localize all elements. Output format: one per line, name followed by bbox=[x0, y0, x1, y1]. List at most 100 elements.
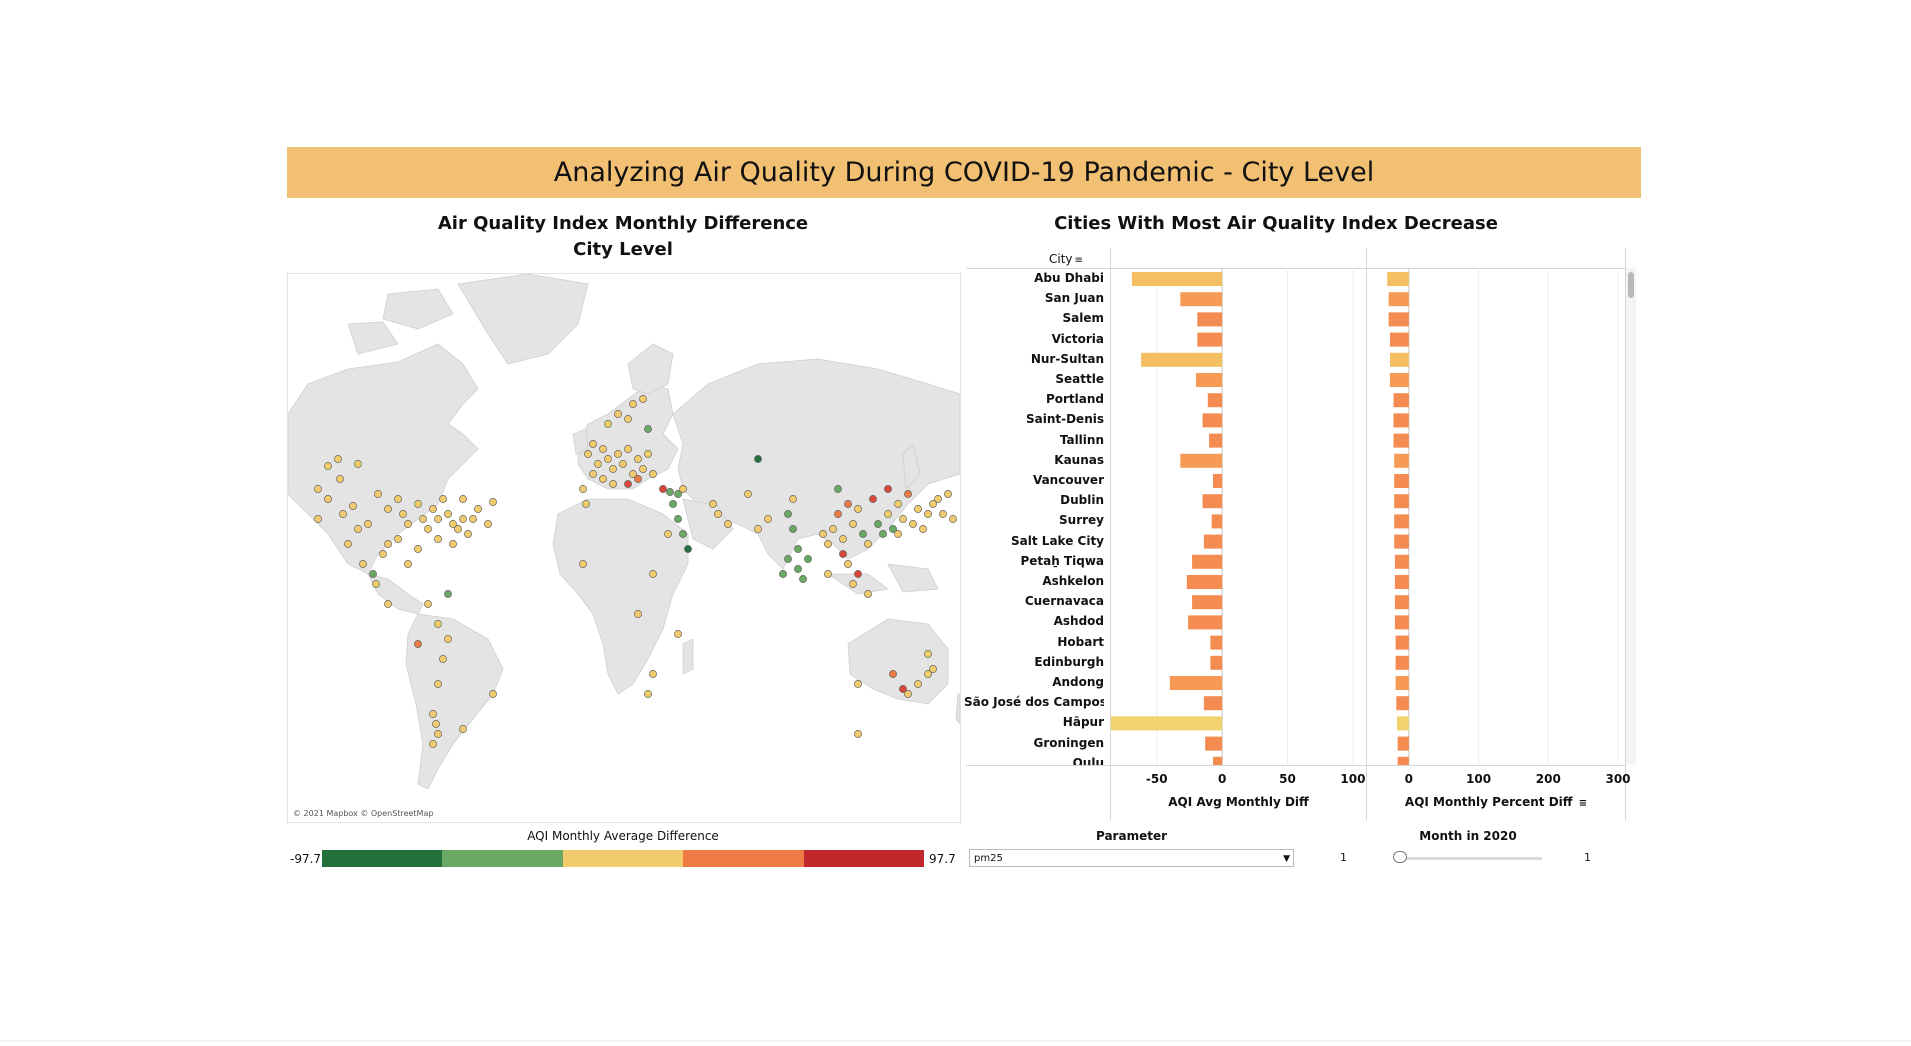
city-marker[interactable] bbox=[944, 490, 952, 498]
city-marker[interactable] bbox=[324, 495, 332, 503]
city-marker[interactable] bbox=[849, 520, 857, 528]
city-marker[interactable] bbox=[904, 690, 912, 698]
city-label[interactable]: Cuernavaca bbox=[1024, 594, 1104, 609]
city-marker[interactable] bbox=[804, 555, 812, 563]
city-marker[interactable] bbox=[349, 502, 357, 510]
city-marker[interactable] bbox=[929, 665, 937, 673]
city-marker[interactable] bbox=[459, 515, 467, 523]
city-marker[interactable] bbox=[639, 465, 647, 473]
city-marker[interactable] bbox=[634, 475, 642, 483]
city-marker[interactable] bbox=[754, 525, 762, 533]
bar[interactable] bbox=[1180, 453, 1223, 468]
city-marker[interactable] bbox=[834, 485, 842, 493]
city-label[interactable]: Portland bbox=[1045, 392, 1104, 407]
city-label[interactable]: Salem bbox=[1062, 311, 1105, 326]
city-marker[interactable] bbox=[444, 635, 452, 643]
bar[interactable] bbox=[1393, 393, 1409, 408]
bar[interactable] bbox=[1202, 494, 1223, 509]
city-marker[interactable] bbox=[714, 510, 722, 518]
city-marker[interactable] bbox=[929, 500, 937, 508]
bar[interactable] bbox=[1203, 696, 1223, 711]
city-marker[interactable] bbox=[379, 550, 387, 558]
bar[interactable] bbox=[1394, 554, 1409, 569]
city-marker[interactable] bbox=[614, 410, 622, 418]
city-marker[interactable] bbox=[439, 655, 447, 663]
bar[interactable] bbox=[1395, 655, 1409, 670]
city-marker[interactable] bbox=[879, 530, 887, 538]
city-marker[interactable] bbox=[829, 525, 837, 533]
city-marker[interactable] bbox=[899, 685, 907, 693]
bar[interactable] bbox=[1394, 575, 1409, 589]
city-marker[interactable] bbox=[404, 520, 412, 528]
city-label[interactable]: Oulu bbox=[1072, 755, 1104, 765]
city-marker[interactable] bbox=[924, 510, 932, 518]
city-marker[interactable] bbox=[384, 540, 392, 548]
bar[interactable] bbox=[1394, 615, 1409, 630]
bar[interactable] bbox=[1397, 736, 1409, 751]
city-marker[interactable] bbox=[314, 485, 322, 493]
city-label[interactable]: São José dos Campos bbox=[964, 695, 1104, 710]
bar[interactable] bbox=[1390, 332, 1409, 347]
city-marker[interactable] bbox=[914, 680, 922, 688]
city-marker[interactable] bbox=[374, 490, 382, 498]
bar[interactable] bbox=[1213, 756, 1223, 765]
city-marker[interactable] bbox=[444, 510, 452, 518]
city-marker[interactable] bbox=[434, 535, 442, 543]
city-marker[interactable] bbox=[594, 460, 602, 468]
city-marker[interactable] bbox=[364, 520, 372, 528]
month-slider-track[interactable] bbox=[1394, 857, 1542, 860]
city-marker[interactable] bbox=[674, 490, 682, 498]
city-marker[interactable] bbox=[404, 560, 412, 568]
city-marker[interactable] bbox=[589, 440, 597, 448]
city-marker[interactable] bbox=[779, 570, 787, 578]
bar[interactable] bbox=[1393, 413, 1409, 428]
city-marker[interactable] bbox=[414, 545, 422, 553]
city-marker[interactable] bbox=[372, 580, 380, 588]
bar[interactable] bbox=[1396, 696, 1409, 711]
city-marker[interactable] bbox=[344, 540, 352, 548]
city-marker[interactable] bbox=[354, 525, 362, 533]
city-marker[interactable] bbox=[649, 570, 657, 578]
city-marker[interactable] bbox=[434, 620, 442, 628]
city-marker[interactable] bbox=[414, 640, 422, 648]
bar[interactable] bbox=[1390, 352, 1409, 367]
city-marker[interactable] bbox=[924, 670, 932, 678]
bar[interactable] bbox=[1209, 433, 1223, 448]
city-marker[interactable] bbox=[629, 400, 637, 408]
city-marker[interactable] bbox=[709, 500, 717, 508]
bar[interactable] bbox=[1393, 433, 1409, 448]
city-marker[interactable] bbox=[834, 510, 842, 518]
city-marker[interactable] bbox=[639, 395, 647, 403]
world-map-canvas[interactable] bbox=[288, 274, 960, 822]
city-marker[interactable] bbox=[419, 515, 427, 523]
city-marker[interactable] bbox=[919, 525, 927, 533]
city-marker[interactable] bbox=[609, 465, 617, 473]
bar[interactable] bbox=[1141, 352, 1223, 367]
city-marker[interactable] bbox=[884, 485, 892, 493]
city-marker[interactable] bbox=[424, 525, 432, 533]
chevron-down-icon[interactable]: ▼ bbox=[1283, 854, 1290, 864]
city-marker[interactable] bbox=[444, 590, 452, 598]
bar[interactable] bbox=[1394, 534, 1409, 549]
bar[interactable] bbox=[1169, 676, 1223, 690]
city-marker[interactable] bbox=[864, 590, 872, 598]
month-slider-thumb[interactable] bbox=[1393, 851, 1407, 863]
city-marker[interactable] bbox=[679, 485, 687, 493]
city-marker[interactable] bbox=[666, 488, 674, 496]
city-marker[interactable] bbox=[844, 560, 852, 568]
bar[interactable] bbox=[1202, 413, 1223, 428]
city-marker[interactable] bbox=[849, 580, 857, 588]
city-label[interactable]: Ashkelon bbox=[1042, 574, 1104, 588]
city-label[interactable]: Tallinn bbox=[1059, 432, 1104, 447]
city-marker[interactable] bbox=[794, 565, 802, 573]
city-label[interactable]: San Juan bbox=[1044, 291, 1104, 306]
city-marker[interactable] bbox=[599, 475, 607, 483]
bar[interactable] bbox=[1394, 514, 1409, 529]
city-marker[interactable] bbox=[939, 510, 947, 518]
bar[interactable] bbox=[1395, 635, 1409, 650]
city-column-header[interactable]: City ≡ bbox=[1049, 252, 1083, 266]
city-label[interactable]: Groningen bbox=[1033, 735, 1104, 750]
city-marker[interactable] bbox=[434, 730, 442, 738]
vertical-scrollbar[interactable] bbox=[1626, 268, 1636, 764]
city-marker[interactable] bbox=[824, 540, 832, 548]
